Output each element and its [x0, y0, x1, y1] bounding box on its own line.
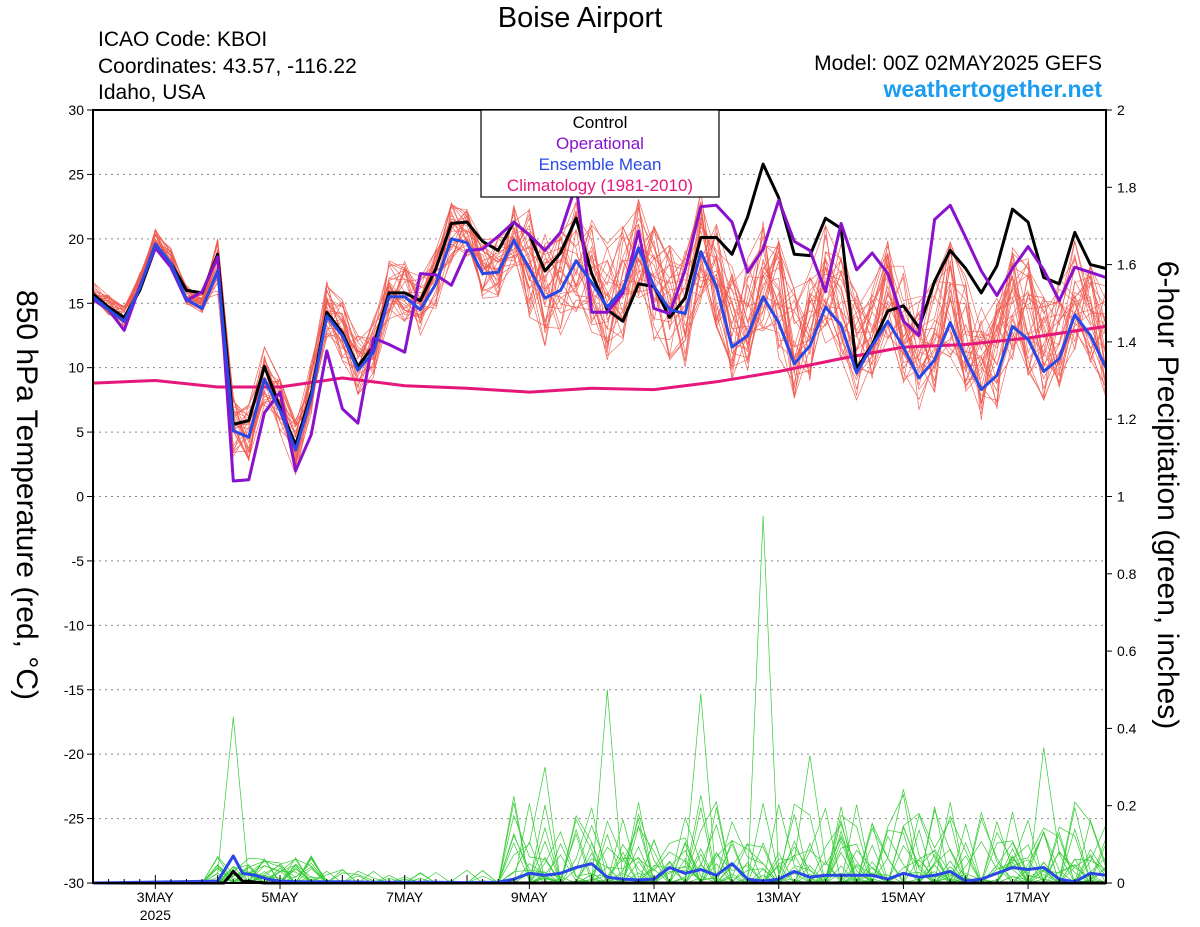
- x-tick-label: 3MAY: [137, 889, 175, 905]
- y-tick-label: -30: [64, 875, 84, 891]
- y2-tick-label: 1.8: [1117, 179, 1137, 195]
- series-control: [92, 162, 1107, 447]
- x-axis-ticks: 3MAY 2025 5MAY 7MAY 9MAY 11MAY 13MAY 15MAY 17MAY: [92, 875, 1091, 923]
- y-tick-label: 25: [68, 166, 84, 182]
- x-tick-label: 5MAY: [261, 889, 299, 905]
- legend-control: Control: [573, 113, 628, 132]
- x-tick-label: 11MAY: [632, 889, 676, 905]
- ensemble-member-line: [92, 200, 1107, 454]
- y-tick-label: 30: [68, 102, 84, 118]
- x-tick-sublabel: 2025: [140, 907, 171, 923]
- series-ensemble-mean: [92, 237, 1108, 452]
- y2-tick-label: 1.4: [1117, 334, 1137, 350]
- legend-climatology: Climatology (1981-2010): [507, 176, 693, 195]
- y2-tick-label: 1.2: [1117, 411, 1137, 427]
- y-tick-label: 20: [68, 231, 84, 247]
- y-tick-label: 10: [68, 360, 84, 376]
- right-axis-ticks: 0 0.2 0.4 0.6 0.8 1 1.2 1.4 1.6 1.8 2: [1106, 102, 1137, 891]
- y2-tick-label: 0: [1117, 875, 1125, 891]
- precip-member-line: [93, 515, 1107, 885]
- precip-member-line: [93, 817, 1107, 885]
- left-axis-ticks: -30 -25 -20 -15 -10 -5 0 5 10 15 20 25 30: [64, 102, 93, 891]
- ensemble-member-line: [92, 190, 1107, 459]
- legend: Control Operational Ensemble Mean Climat…: [480, 109, 720, 198]
- ensemble-member-line: [92, 213, 1107, 464]
- legend-ensemble-mean: Ensemble Mean: [539, 155, 662, 174]
- x-tick-label: 9MAY: [511, 889, 549, 905]
- chart-title: Boise Airport: [497, 2, 663, 34]
- ensemble-member-line: [92, 213, 1107, 476]
- precip-member-line: [93, 766, 1107, 884]
- x-tick-label: 13MAY: [756, 889, 802, 905]
- y2-tick-label: 1: [1117, 489, 1125, 505]
- y-tick-label: 15: [68, 295, 84, 311]
- y-tick-label: -25: [64, 811, 84, 827]
- model-label: Model: 00Z 02MAY2025 GEFS: [814, 52, 1102, 75]
- coordinates: Coordinates: 43.57, -116.22: [98, 55, 357, 78]
- y-tick-label: 0: [76, 489, 84, 505]
- ensemble-member-line: [92, 202, 1107, 431]
- ensemble-member-line: [92, 206, 1107, 463]
- region: Idaho, USA: [98, 81, 206, 104]
- grid-lines: [93, 173, 1106, 820]
- series-mean-precip: [92, 854, 1107, 885]
- x-tick-label: 7MAY: [386, 889, 424, 905]
- y2-tick-label: 0.2: [1117, 798, 1137, 814]
- legend-operational: Operational: [556, 134, 644, 153]
- series-climatology: [92, 324, 1107, 394]
- y2-tick-label: 0.8: [1117, 566, 1137, 582]
- site-link[interactable]: weathertogether.net: [883, 76, 1102, 102]
- x-tick-label: 15MAY: [881, 889, 927, 905]
- icao-code: ICAO Code: KBOI: [98, 28, 268, 51]
- y2-tick-label: 0.6: [1117, 643, 1137, 659]
- y-tick-label: -10: [64, 617, 84, 633]
- ensemble-member-line: [92, 214, 1107, 441]
- series-operational: [92, 183, 1107, 483]
- precip-member-line: [93, 689, 1107, 884]
- y-tick-label: -20: [64, 746, 84, 762]
- precip-member-line: [93, 795, 1107, 884]
- y2-tick-label: 2: [1117, 102, 1125, 118]
- ensemble-member-line: [92, 205, 1107, 471]
- y2-tick-label: 1.6: [1117, 257, 1137, 273]
- ensemble-members-precipitation: [93, 515, 1107, 885]
- y-tick-label: -5: [72, 553, 85, 569]
- x-tick-label: 17MAY: [1006, 889, 1052, 905]
- y2-tick-label: 0.4: [1117, 720, 1137, 736]
- legend-box: [480, 109, 720, 198]
- ensemble-member-line: [92, 190, 1107, 460]
- y-tick-label: -15: [64, 682, 84, 698]
- y-tick-label: 5: [76, 424, 84, 440]
